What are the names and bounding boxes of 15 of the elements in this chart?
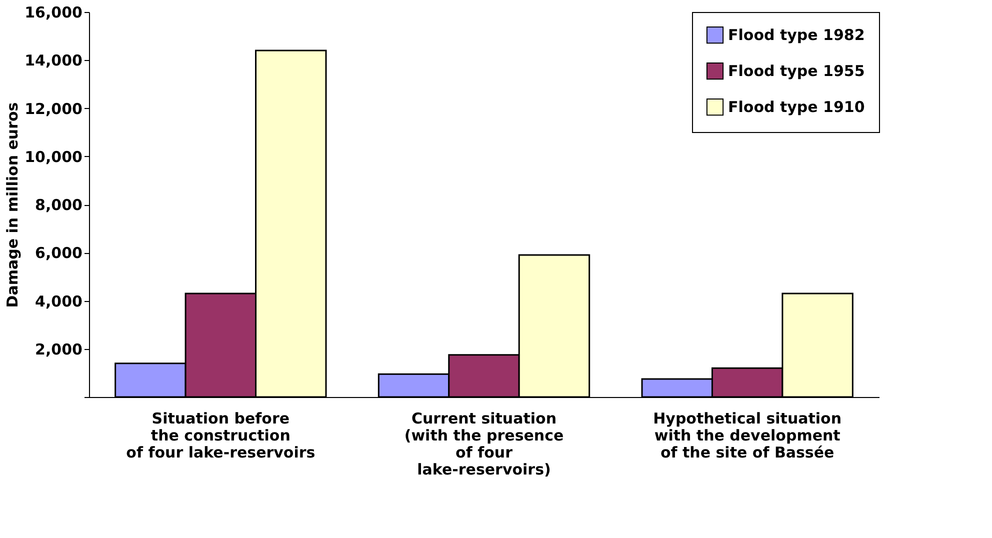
x-tick-label: Current situation (with the presence of four lake-reservoirs) bbox=[404, 410, 564, 478]
y-axis-title: Damage in million euros bbox=[4, 102, 22, 308]
y-tick-label: 12,000 bbox=[24, 100, 82, 118]
legend-label: Flood type 1910 bbox=[728, 98, 865, 116]
y-tick-label: 14,000 bbox=[24, 52, 82, 70]
y-tick-label: 4,000 bbox=[35, 292, 82, 310]
y-tick-label: 8,000 bbox=[35, 196, 82, 214]
legend-label: Flood type 1955 bbox=[728, 62, 865, 80]
y-tick-label: 10,000 bbox=[24, 148, 82, 166]
y-tick-label: 2,000 bbox=[35, 340, 82, 358]
legend-label: Flood type 1982 bbox=[728, 26, 865, 44]
y-tick-label: 16,000 bbox=[24, 4, 82, 22]
y-tick-label: 6,000 bbox=[35, 244, 82, 262]
x-tick-label: Situation before the construction of four lake-reservoirs bbox=[126, 410, 316, 462]
x-tick-label: Hypothetical situation with the development of the site of Bassée bbox=[653, 410, 842, 462]
